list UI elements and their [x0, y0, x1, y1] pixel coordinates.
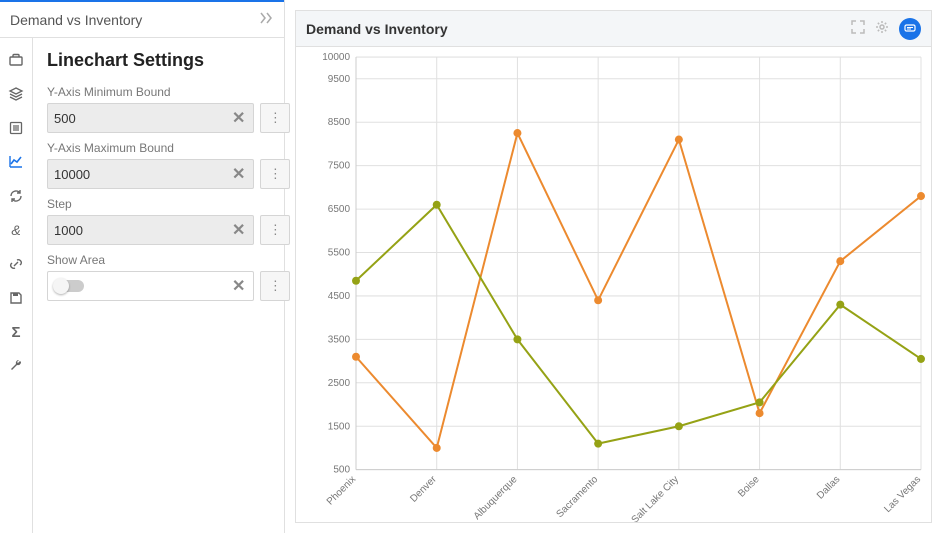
settings-panel-body: &Σ Linechart Settings Y-Axis Minimum Bou… [0, 38, 284, 533]
layers-icon[interactable] [0, 78, 32, 110]
list-icon[interactable] [0, 112, 32, 144]
svg-text:1500: 1500 [328, 421, 351, 432]
svg-text:3500: 3500 [328, 334, 351, 345]
svg-text:Boise: Boise [736, 474, 762, 500]
svg-text:8500: 8500 [328, 117, 351, 128]
ymin-clear-icon[interactable]: ✕ [230, 108, 247, 128]
chart-actions [851, 18, 921, 40]
expand-icon[interactable] [851, 20, 865, 37]
linechart-svg: 500 1500 2500 3500 4500 5500 6500 7500 8500 9500 1… [296, 47, 931, 522]
sidebar-rail: &Σ [0, 38, 33, 533]
svg-text:Albuquerque: Albuquerque [472, 474, 520, 522]
settings-panel-title: Demand vs Inventory [10, 12, 142, 28]
showarea-clear-icon[interactable]: ✕ [230, 276, 247, 296]
showarea-toggle-wrap: ✕ [47, 271, 254, 301]
chart-card: Demand vs Inventory 50015002500350045005… [295, 10, 932, 523]
svg-text:10000: 10000 [322, 52, 350, 63]
collapse-panel-icon[interactable] [260, 12, 274, 27]
chart-header: Demand vs Inventory [296, 11, 931, 47]
svg-text:500: 500 [333, 465, 350, 476]
comment-icon[interactable] [899, 18, 921, 40]
briefcase-icon[interactable] [0, 44, 32, 76]
svg-text:2500: 2500 [328, 378, 351, 389]
step-label: Step [47, 197, 290, 211]
svg-text:6500: 6500 [328, 204, 351, 215]
settings-panel: Demand vs Inventory &Σ Linechart Setting… [0, 0, 285, 533]
ymax-input-wrap: ✕ [47, 159, 254, 189]
svg-text:4500: 4500 [328, 291, 351, 302]
showarea-label: Show Area [47, 253, 290, 267]
showarea-toggle[interactable] [54, 280, 84, 292]
svg-text:Denver: Denver [408, 474, 439, 505]
svg-text:7500: 7500 [328, 161, 351, 172]
svg-text:Las Vegas: Las Vegas [882, 474, 923, 515]
link-icon[interactable] [0, 248, 32, 280]
svg-text:Phoenix: Phoenix [325, 474, 358, 507]
save-icon[interactable] [0, 282, 32, 314]
ymin-label: Y-Axis Minimum Bound [47, 85, 290, 99]
wrench-icon[interactable] [0, 350, 32, 382]
chart-panel: Demand vs Inventory 50015002500350045005… [285, 0, 942, 533]
ymax-clear-icon[interactable]: ✕ [230, 164, 247, 184]
step-input-wrap: ✕ [47, 215, 254, 245]
step-clear-icon[interactable]: ✕ [230, 220, 247, 240]
settings-title: Linechart Settings [47, 50, 290, 71]
ampersand-icon[interactable]: & [0, 214, 32, 246]
ymax-input[interactable] [54, 167, 230, 182]
svg-text:Salt Lake City: Salt Lake City [630, 474, 681, 522]
svg-text:Sacramento: Sacramento [554, 474, 600, 520]
settings-panel-header: Demand vs Inventory [0, 0, 284, 38]
chart-body: 500 1500 2500 3500 4500 5500 6500 7500 8500 9500 1… [296, 47, 931, 522]
ymax-label: Y-Axis Maximum Bound [47, 141, 290, 155]
gear-icon[interactable] [875, 20, 889, 37]
svg-text:9500: 9500 [328, 74, 351, 85]
refresh-icon[interactable] [0, 180, 32, 212]
svg-text:5500: 5500 [328, 248, 351, 259]
linechart-icon[interactable] [0, 146, 32, 178]
chart-title: Demand vs Inventory [306, 21, 448, 37]
ymin-input[interactable] [54, 111, 230, 126]
settings-form: Linechart Settings Y-Axis Minimum Bound … [33, 38, 304, 533]
sigma-icon[interactable]: Σ [0, 316, 32, 348]
svg-text:Dallas: Dallas [815, 474, 842, 502]
ymin-input-wrap: ✕ [47, 103, 254, 133]
step-input[interactable] [54, 223, 230, 238]
